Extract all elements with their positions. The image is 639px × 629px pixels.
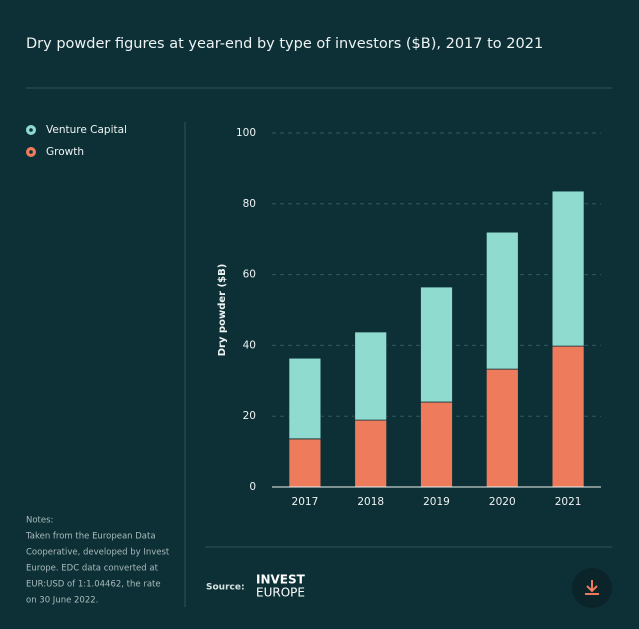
- chart-title: Dry powder figures at year-end by type o…: [26, 36, 543, 52]
- bar: [288, 357, 322, 440]
- notes-line: on 30 June 2022.: [26, 596, 98, 606]
- logo: EUROPE: [256, 586, 305, 600]
- x-tick-label: 2018: [357, 496, 384, 508]
- notes-line: EUR:USD of 1:1.04462, the rate: [26, 580, 161, 590]
- y-tick-label: 20: [243, 410, 256, 422]
- y-tick-label: 80: [243, 198, 256, 210]
- notes-line: Europe. EDC data converted at: [26, 564, 159, 574]
- notes-line: Taken from the European Data: [25, 532, 156, 542]
- legend-label: Venture Capital: [46, 124, 127, 136]
- bar: [420, 401, 453, 488]
- notes-line: Cooperative, developed by Invest: [26, 548, 170, 558]
- bar: [551, 345, 585, 488]
- logo: INVEST: [256, 573, 306, 587]
- x-tick-label: 2021: [555, 496, 582, 508]
- bar: [354, 419, 388, 488]
- bar: [288, 438, 322, 488]
- legend-marker-dot: [29, 128, 33, 132]
- bar: [354, 331, 388, 421]
- legend-marker-dot: [29, 150, 33, 154]
- x-tick-label: 2020: [489, 496, 516, 508]
- y-tick-label: 0: [249, 481, 256, 493]
- y-axis-label: Dry powder ($B): [217, 264, 228, 357]
- y-tick-label: 100: [236, 127, 256, 139]
- download-icon: [585, 580, 599, 595]
- bar: [551, 190, 585, 347]
- bar: [420, 286, 453, 403]
- source-label: Source:: [206, 583, 245, 593]
- y-tick-label: 60: [243, 269, 256, 281]
- y-tick-label: 40: [243, 339, 256, 351]
- download-button[interactable]: [572, 568, 612, 608]
- bar: [485, 231, 519, 370]
- legend-label: Growth: [46, 146, 84, 158]
- bar: [485, 368, 519, 488]
- x-tick-label: 2019: [423, 496, 450, 508]
- x-tick-label: 2017: [292, 496, 319, 508]
- notes-title: Notes:: [26, 516, 53, 526]
